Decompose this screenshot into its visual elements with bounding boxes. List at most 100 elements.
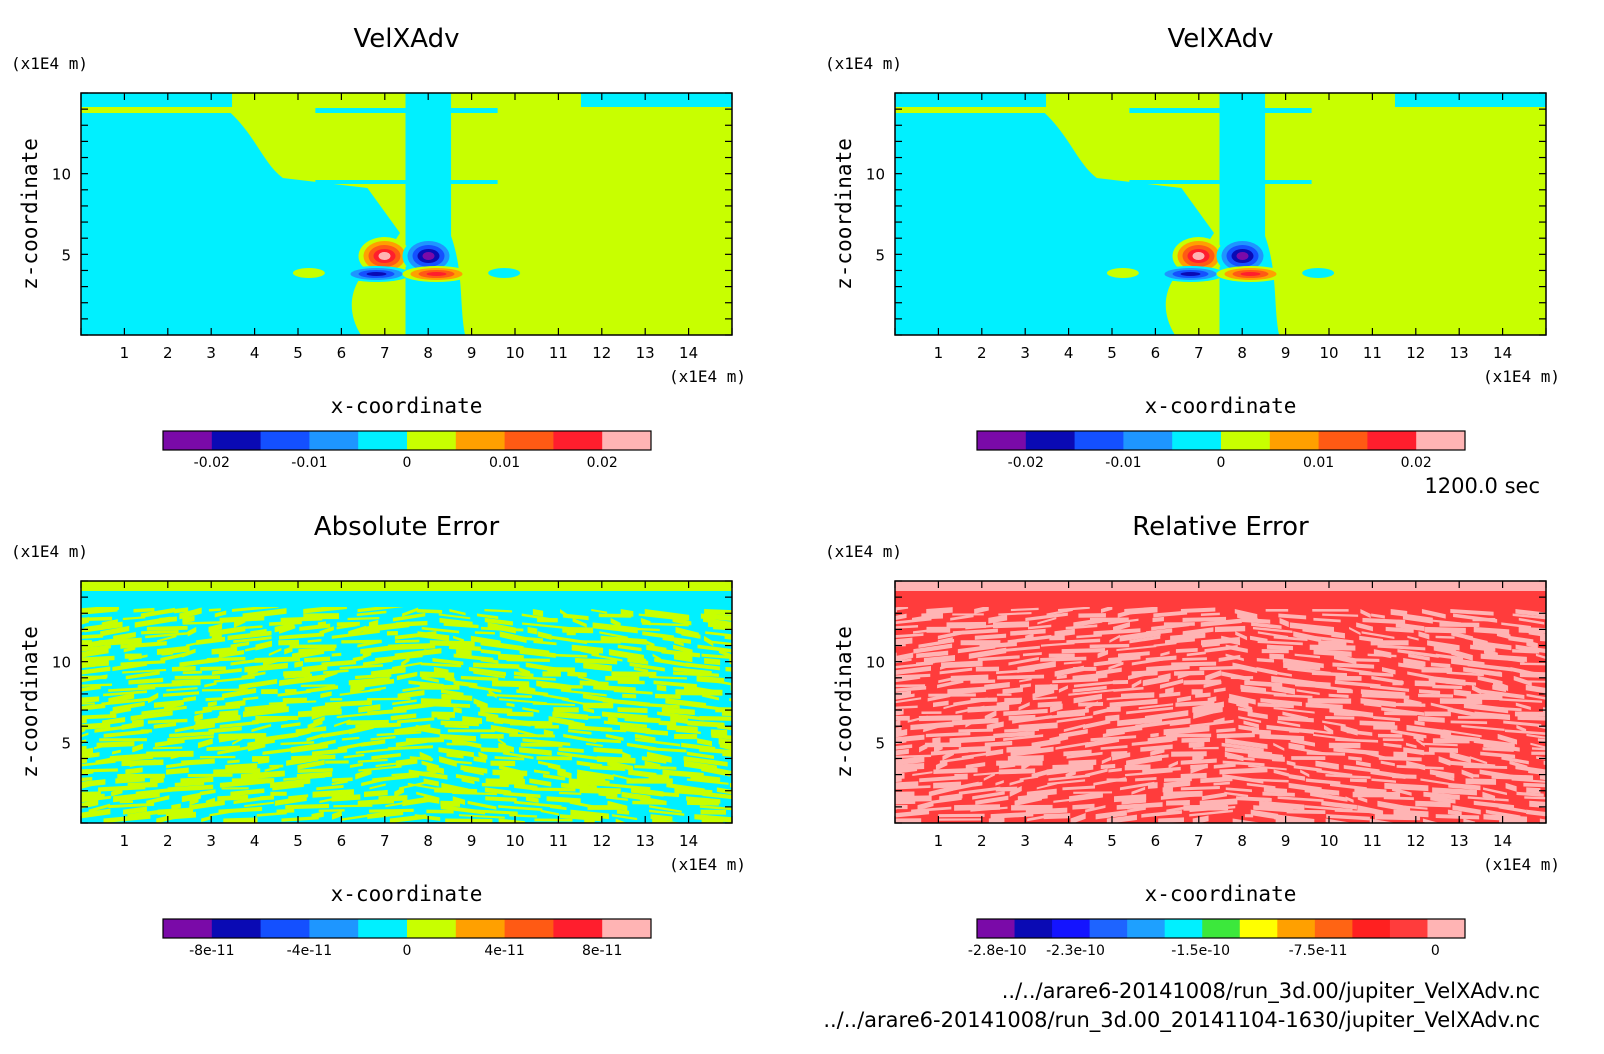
error-streak (1515, 609, 1546, 618)
colorbar-swatch (1277, 919, 1316, 938)
error-streak (1093, 707, 1114, 716)
error-streak (1056, 674, 1067, 680)
error-streak (468, 684, 502, 693)
error-streak (1246, 782, 1276, 789)
x-tick-label: 14 (679, 832, 698, 850)
error-streak (986, 721, 1004, 731)
error-streak (109, 752, 154, 762)
error-streak (600, 729, 627, 733)
error-streak (81, 638, 113, 649)
error-streak (111, 749, 121, 755)
error-streak (81, 664, 96, 669)
error-streak (103, 729, 149, 738)
error-streak (202, 704, 241, 712)
error-streak (538, 760, 561, 769)
vortex-positive-ring (1192, 252, 1205, 260)
error-streak (631, 787, 664, 797)
error-streak (1406, 724, 1452, 737)
error-streak (1540, 773, 1546, 781)
error-streak (532, 787, 576, 792)
error-streak (673, 644, 693, 654)
error-streak (233, 796, 264, 805)
error-streak (1448, 782, 1481, 791)
error-streak (675, 729, 701, 735)
error-streak (984, 740, 1013, 747)
error-streak (549, 805, 567, 811)
error-streak (81, 674, 108, 683)
error-streak (1325, 818, 1353, 823)
error-streak (1440, 733, 1481, 743)
error-streak (480, 658, 499, 664)
error-streak (98, 784, 146, 792)
error-streak (1044, 712, 1086, 719)
error-streak (264, 765, 280, 773)
y-unit-label: (x1E4 m) (825, 54, 902, 73)
error-streak (1048, 653, 1075, 658)
error-streak (362, 621, 410, 633)
x-tick-label: 6 (337, 832, 347, 850)
error-streak (421, 626, 460, 634)
colorbar-tick-label: -2.8e-10 (968, 943, 1027, 959)
error-streak (1526, 787, 1541, 794)
error-streak (170, 753, 183, 760)
error-streak (1108, 618, 1139, 625)
error-streak (1025, 612, 1068, 622)
error-streak (214, 610, 227, 618)
error-streak (1352, 791, 1401, 798)
error-streak (958, 728, 994, 733)
error-streak (983, 772, 995, 781)
error-streak (1180, 758, 1217, 765)
error-streak (1463, 702, 1509, 714)
error-streak (160, 652, 185, 662)
error-streak (230, 641, 250, 648)
error-streak (109, 707, 131, 715)
plot-frame (894, 580, 1547, 824)
error-streak (686, 751, 715, 760)
colorbar-swatch (1025, 431, 1076, 450)
colorbar-swatch (358, 919, 408, 938)
error-streak (558, 747, 584, 753)
colorbar-tick-label: -0.02 (194, 455, 230, 471)
error-streak (349, 762, 363, 768)
error-streak (1501, 622, 1531, 629)
error-streak (480, 626, 524, 632)
error-streak (993, 730, 1035, 739)
colorbar-tick-label: -2.3e-10 (1046, 943, 1105, 959)
error-streak (1328, 742, 1361, 749)
error-streak (185, 639, 208, 647)
error-streak (1371, 613, 1385, 619)
error-streak (1414, 680, 1436, 687)
error-streak (1007, 755, 1044, 762)
error-streak (1116, 802, 1163, 810)
error-streak (320, 670, 338, 680)
error-streak (928, 785, 953, 797)
error-streak (520, 742, 563, 747)
error-streak (169, 731, 215, 738)
error-streak (661, 707, 695, 716)
error-streak (189, 800, 225, 811)
error-streak (645, 640, 655, 648)
colorbar-swatch (1389, 919, 1428, 938)
x-tick-label: 6 (1151, 832, 1161, 850)
y-tick-label: 5 (875, 246, 885, 264)
error-streak (1335, 738, 1379, 743)
error-streak (1201, 792, 1227, 801)
error-streak (895, 716, 902, 721)
error-streak (529, 778, 552, 787)
error-streak (278, 639, 299, 646)
error-streak (426, 809, 454, 814)
error-streak (147, 718, 188, 724)
error-streak (389, 814, 427, 823)
error-streak (452, 791, 498, 796)
error-streak (707, 640, 732, 646)
error-streak (533, 640, 557, 646)
error-streak (1518, 617, 1545, 625)
error-streak (81, 702, 95, 705)
error-streak (318, 809, 345, 812)
error-streak (153, 699, 184, 708)
error-streak (447, 729, 495, 733)
y-axis-label: z-coordinate (832, 138, 856, 290)
error-streak (459, 814, 505, 819)
error-streak (1243, 720, 1259, 729)
error-streak (1289, 729, 1300, 733)
